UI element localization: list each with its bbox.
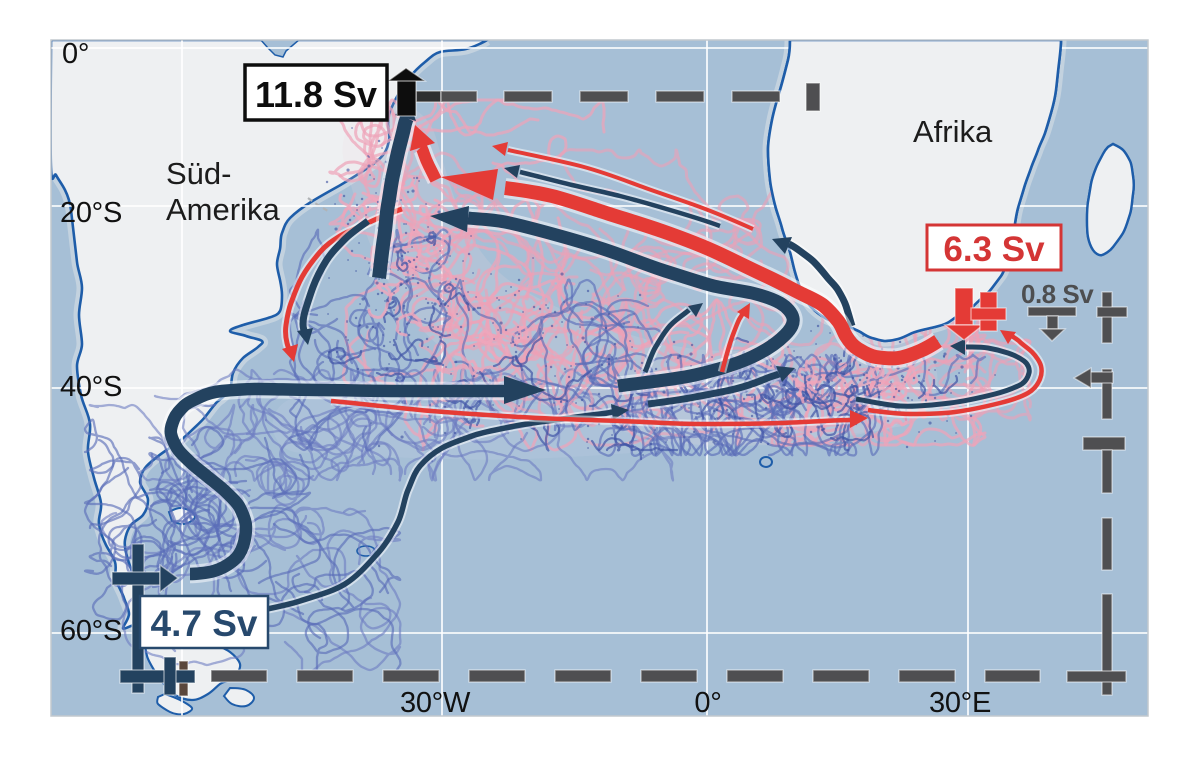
svg-text:Afrika: Afrika [913,114,993,149]
svg-text:20°S: 20°S [60,197,122,229]
svg-text:6.3 Sv: 6.3 Sv [943,230,1045,269]
svg-text:30°E: 30°E [929,687,991,719]
svg-text:40°S: 40°S [60,371,122,403]
svg-text:60°S: 60°S [60,615,122,647]
svg-text:Süd-: Süd- [166,156,231,191]
svg-text:0°: 0° [62,38,89,70]
svg-text:0°: 0° [694,687,721,719]
svg-text:0.8 Sv: 0.8 Sv [1021,279,1094,309]
svg-text:11.8 Sv: 11.8 Sv [255,74,377,115]
svg-text:Amerika: Amerika [166,192,280,227]
svg-text:30°W: 30°W [400,687,471,719]
svg-text:4.7 Sv: 4.7 Sv [151,603,258,644]
